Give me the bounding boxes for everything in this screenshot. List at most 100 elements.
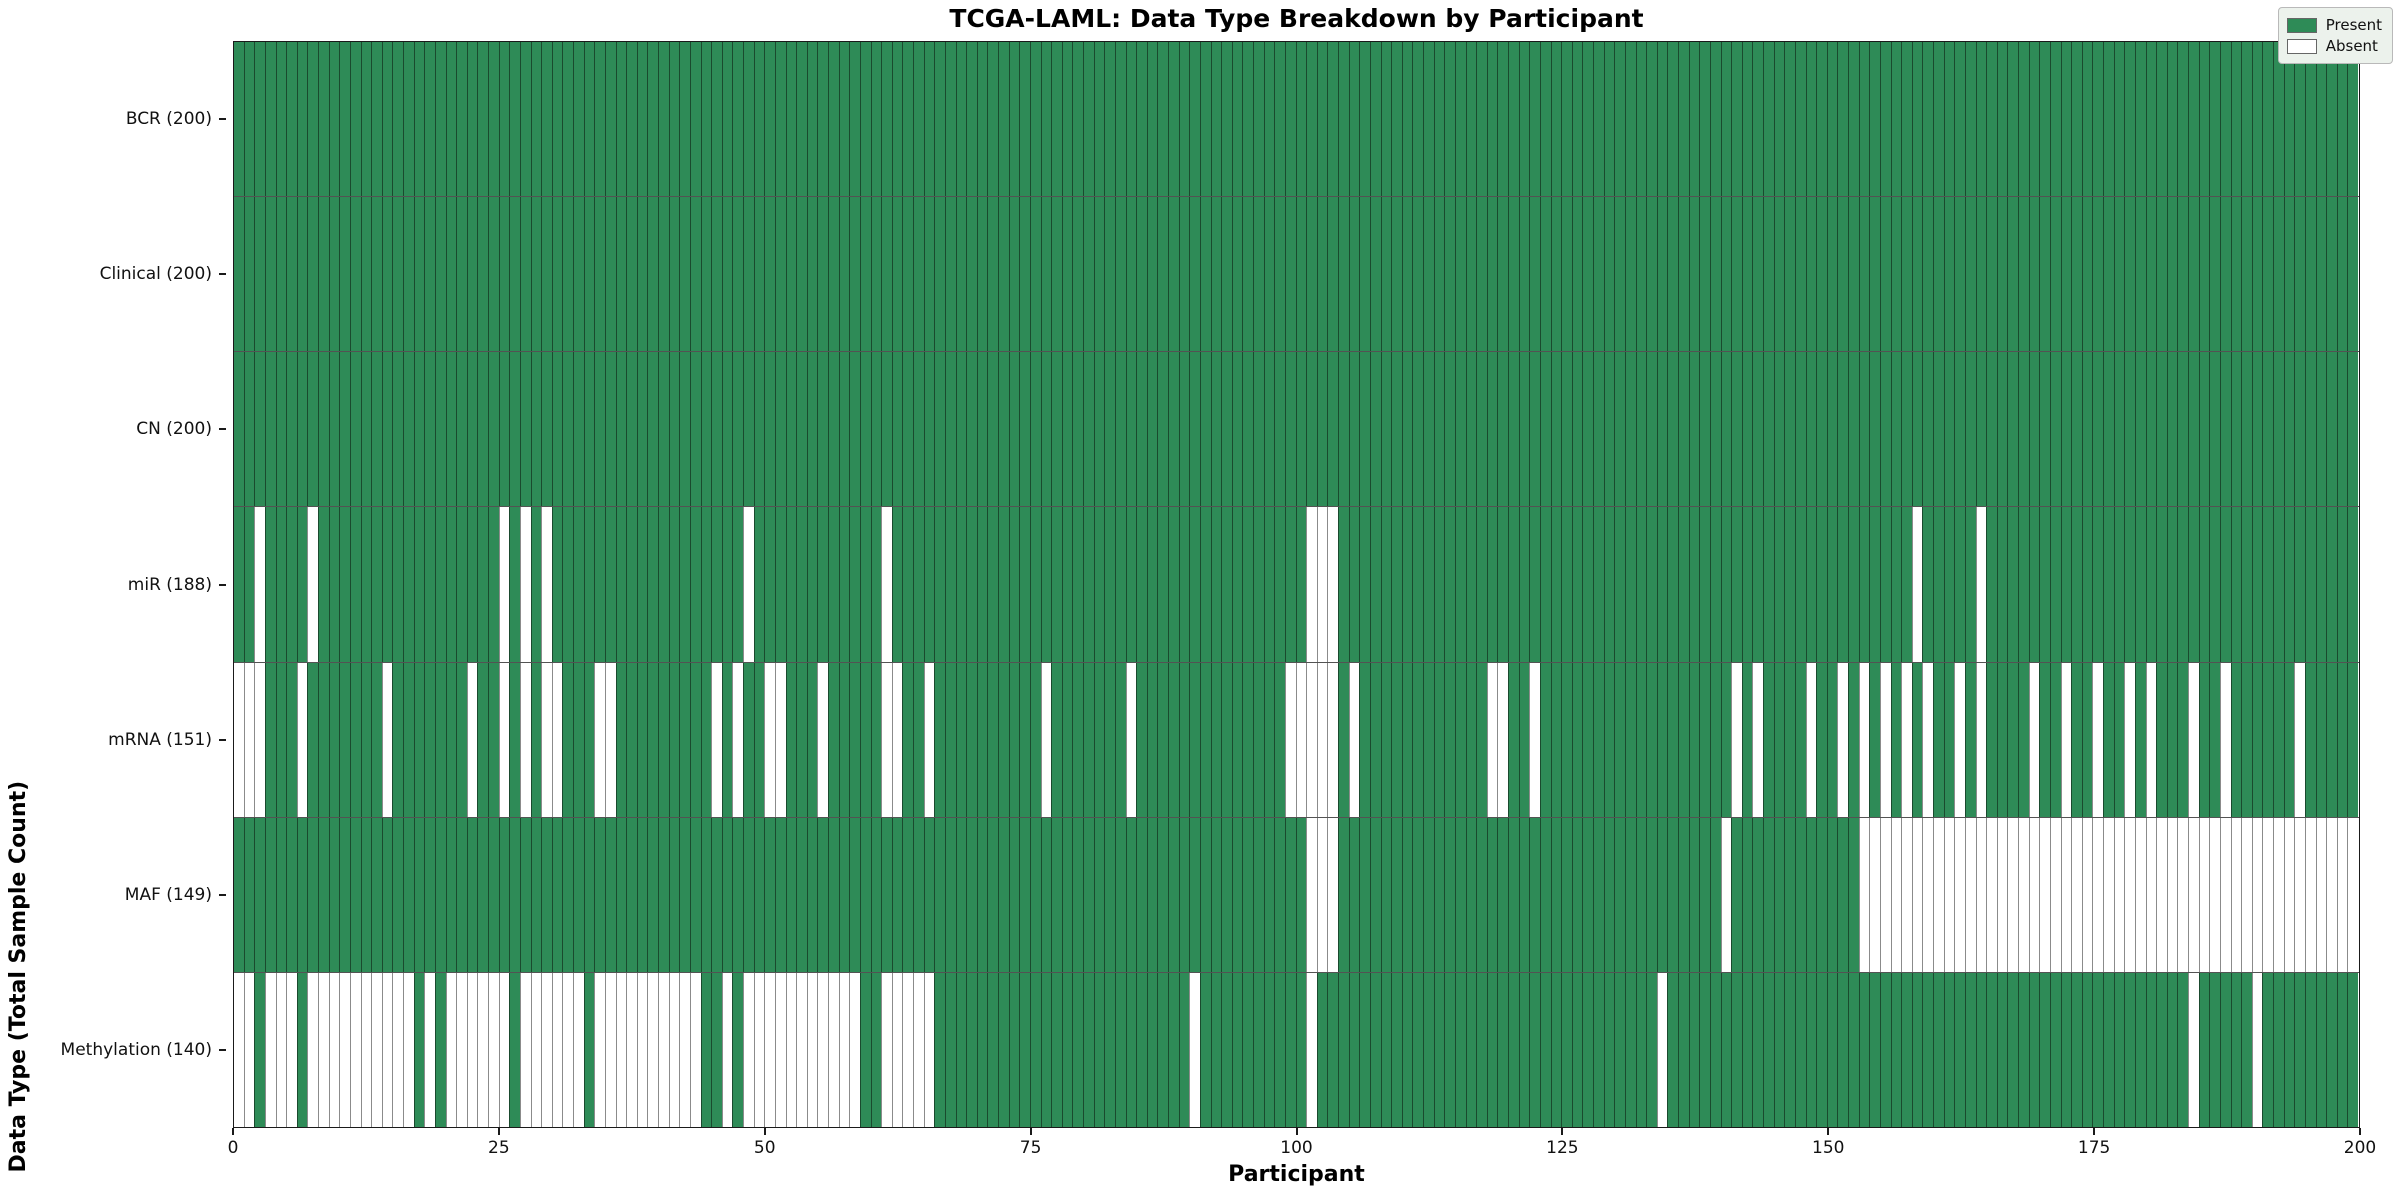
heatmap-cell [1826,817,1838,972]
heatmap-cell [1083,352,1094,507]
heatmap-cell [1773,42,1785,197]
heatmap-cell [296,662,308,817]
heatmap-cell [2092,817,2103,972]
heatmap-cell [1178,662,1190,817]
heatmap-cell [2081,197,2093,352]
heatmap-cell [254,817,265,972]
heatmap-cell [1497,507,1508,662]
heatmap-cell [456,507,467,662]
heatmap-cell [1816,352,1827,507]
heatmap-cell [1125,972,1137,1127]
heatmap-cell [2262,352,2273,507]
heatmap-cell [689,197,701,352]
heatmap-cell [1518,507,1530,662]
heatmap-cell [615,352,627,507]
heatmap-cell [1996,817,2008,972]
heatmap-cell [2049,197,2061,352]
heatmap-cell [679,507,690,662]
heatmap-cell [1412,197,1423,352]
heatmap-cell [2283,817,2295,972]
heatmap-cell [1996,662,2008,817]
heatmap-cell [318,662,329,817]
heatmap-cell [1688,42,1700,197]
heatmap-cell [1412,352,1423,507]
heatmap-cell [1635,197,1647,352]
heatmap-cell [1933,817,1944,972]
heatmap-cell [488,972,499,1127]
heatmap-cell [998,972,1009,1127]
heatmap-cell [583,817,595,972]
heatmap-cell [1221,42,1232,197]
heatmap-cell [1763,817,1774,972]
heatmap-cell [1571,507,1583,662]
heatmap-cell [2113,662,2125,817]
y-tick-mark [219,117,226,120]
heatmap-cell [817,817,828,972]
heatmap-cell [551,662,563,817]
heatmap-cell [1646,352,1657,507]
heatmap-cell [2188,662,2199,817]
heatmap-cell [509,42,520,197]
heatmap-cell [700,817,712,972]
heatmap-cell [1996,972,2008,1127]
heatmap-cell [1306,817,1317,972]
heatmap-cell [2241,42,2252,197]
heatmap-cell [1816,817,1827,972]
heatmap-cell [1231,662,1243,817]
heatmap-cell [2273,662,2284,817]
heatmap-cell [541,197,552,352]
heatmap-cell [1444,817,1455,972]
heatmap-cell [1146,352,1158,507]
heatmap-cell [1104,197,1115,352]
heatmap-cell [1667,197,1678,352]
heatmap-cell [1391,42,1402,197]
x-tick-label: 150 [1812,1138,1845,1158]
heatmap-cell [360,42,372,197]
heatmap-cell [2028,817,2040,972]
heatmap-cell [1210,42,1222,197]
heatmap-cell [1093,972,1105,1127]
heatmap-cell [721,972,733,1127]
heatmap-cell [1221,972,1232,1127]
heatmap-cell [838,817,850,972]
heatmap-cell [711,817,722,972]
heatmap-cell [1646,197,1657,352]
heatmap-cell [1688,662,1700,817]
heatmap-cell [2177,662,2188,817]
heatmap-cell [1454,507,1466,662]
heatmap-cell [2018,42,2029,197]
heatmap-cell [1210,507,1222,662]
heatmap-cell [2347,352,2358,507]
heatmap-cell [1157,972,1168,1127]
heatmap-cell [1731,507,1742,662]
heatmap-cell [1348,352,1360,507]
heatmap-cell [1369,352,1381,507]
heatmap-cell [1933,662,1944,817]
heatmap-cell [1826,662,1838,817]
heatmap-cell [1582,42,1593,197]
heatmap-cell [1040,352,1052,507]
heatmap-cell [2028,507,2040,662]
heatmap-cell [1731,662,1742,817]
heatmap-cell [328,197,340,352]
heatmap-cell [923,352,935,507]
heatmap-cell [1040,662,1052,817]
heatmap-cell [891,817,903,972]
heatmap-cell [1508,507,1519,662]
heatmap-cell [1486,662,1498,817]
heatmap-cell [626,662,637,817]
heatmap-cell [1423,42,1434,197]
heatmap-cell [1561,197,1572,352]
heatmap-cell [626,972,637,1127]
heatmap-cell [488,662,499,817]
heatmap-cell [658,197,669,352]
heatmap-cell [275,42,287,197]
heatmap-cell [2304,197,2316,352]
heatmap-cell [360,817,372,972]
heatmap-cell [1539,972,1551,1127]
heatmap-cell [753,197,765,352]
heatmap-cell [711,662,722,817]
heatmap-cell [1486,507,1498,662]
heatmap-cell [1327,507,1338,662]
heatmap-cell [1550,507,1562,662]
